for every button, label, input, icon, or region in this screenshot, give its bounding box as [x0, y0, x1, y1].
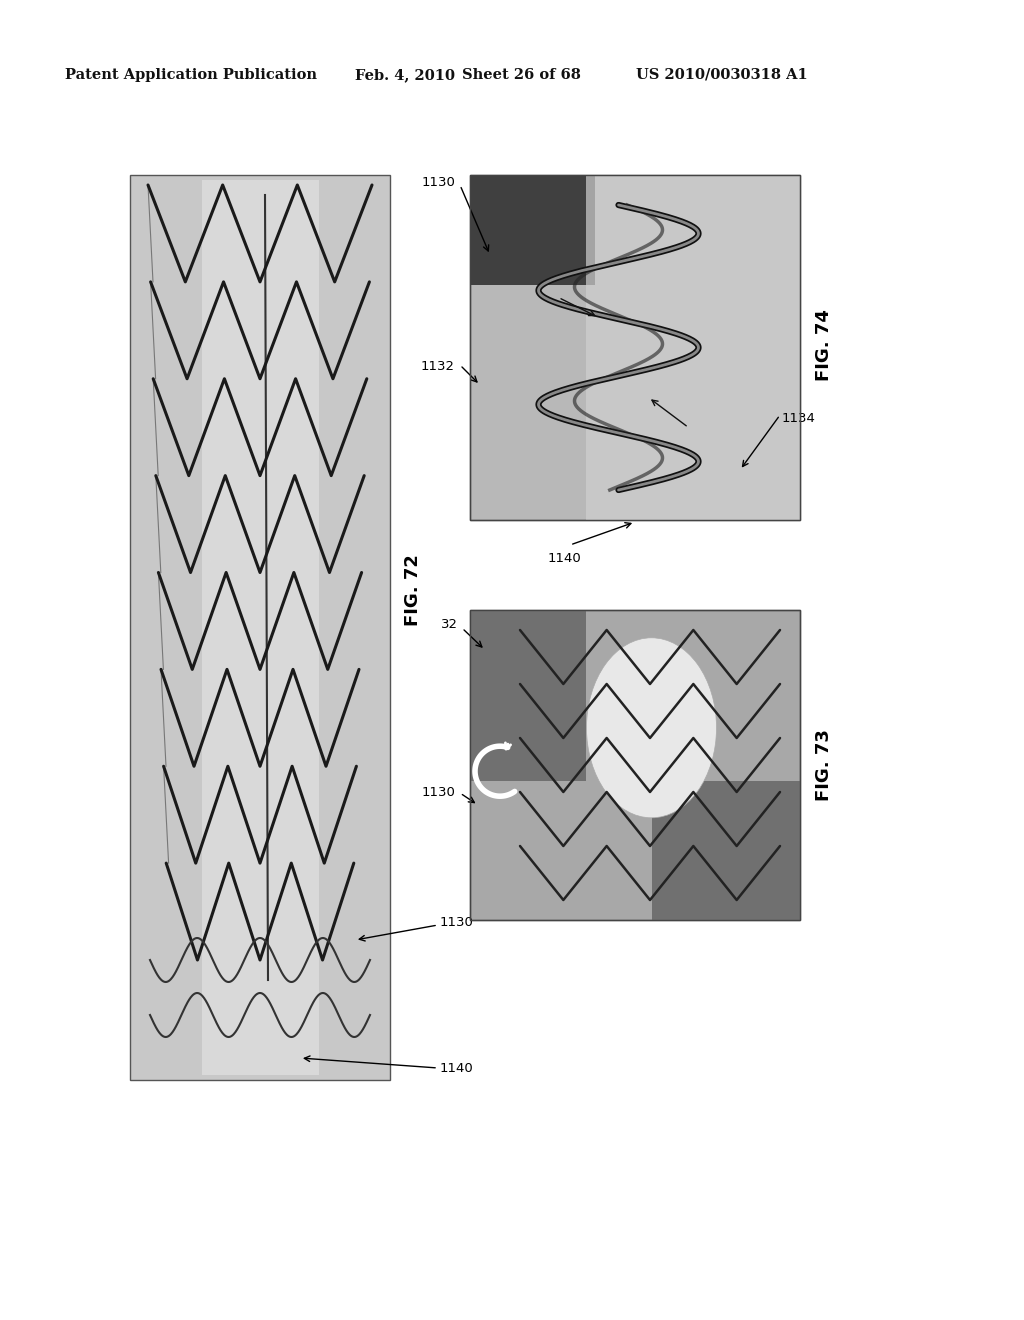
Text: FIG. 73: FIG. 73 — [815, 729, 833, 801]
Ellipse shape — [587, 638, 717, 818]
Text: 32: 32 — [441, 619, 458, 631]
Text: 1134: 1134 — [782, 412, 816, 425]
Text: 1140: 1140 — [548, 552, 582, 565]
Bar — [651, 780, 800, 920]
Bar — [470, 610, 800, 920]
Text: 1140: 1140 — [440, 1061, 474, 1074]
Text: Patent Application Publication: Patent Application Publication — [65, 69, 317, 82]
Bar — [470, 176, 595, 285]
Text: Feb. 4, 2010: Feb. 4, 2010 — [355, 69, 455, 82]
Bar — [470, 176, 800, 520]
Bar — [470, 610, 800, 920]
Bar — [202, 180, 318, 1074]
Text: 1130: 1130 — [421, 787, 455, 800]
Text: 1130: 1130 — [440, 916, 474, 928]
Bar — [470, 610, 586, 780]
Text: FIG. 74: FIG. 74 — [815, 309, 833, 381]
Bar — [586, 176, 800, 520]
Text: Sheet 26 of 68: Sheet 26 of 68 — [462, 69, 581, 82]
Text: US 2010/0030318 A1: US 2010/0030318 A1 — [636, 69, 808, 82]
Bar — [130, 176, 390, 1080]
Text: 1130: 1130 — [421, 177, 455, 190]
Text: FIG. 72: FIG. 72 — [404, 554, 422, 626]
Text: 1132: 1132 — [421, 360, 455, 374]
Bar — [470, 176, 800, 520]
